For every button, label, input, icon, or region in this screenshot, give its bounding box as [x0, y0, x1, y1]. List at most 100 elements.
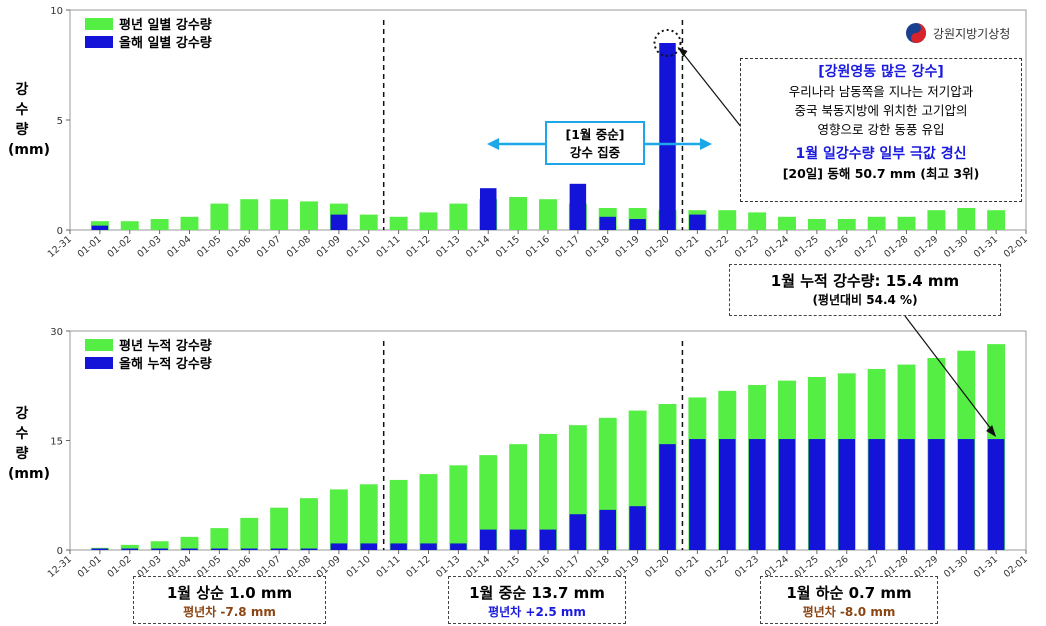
normal-bar-01-15	[509, 197, 528, 230]
this-year-bar-01-15	[509, 529, 527, 550]
concentration-arrowhead-right	[700, 138, 712, 150]
x-tick-label-01-31: 01-31	[972, 234, 1000, 260]
peak-pointer-head	[677, 47, 688, 57]
x-tick-label-01-23: 01-23	[733, 554, 761, 580]
this-year-bar-01-29	[928, 439, 945, 550]
concentration-line2: 강수 집중	[569, 145, 621, 160]
x-tick-label-01-30: 01-30	[942, 234, 970, 260]
this-year-bar-01-20	[659, 43, 676, 230]
period-box-mid: 1월 중순 13.7 mm 평년차 +2.5 mm	[448, 576, 626, 624]
this-year-bar-01-16	[539, 529, 557, 550]
x-tick-label-01-12: 01-12	[404, 554, 432, 580]
this-year-bar-01-09	[330, 543, 348, 550]
normal-bar-01-10	[359, 484, 378, 550]
normal-bar-01-23	[748, 212, 767, 230]
normal-bar-01-04	[180, 536, 199, 550]
y-tick-label: 15	[50, 437, 63, 448]
this-year-bar-01-19	[629, 219, 646, 230]
this-year-bar-01-10	[360, 543, 377, 550]
cumulative-box: 1월 누적 강수량: 15.4 mm (평년대비 54.4 %)	[729, 264, 1001, 316]
x-tick-label-01-14: 01-14	[464, 234, 492, 260]
period-box-late: 1월 하순 0.7 mm 평년차 -8.0 mm	[760, 576, 938, 624]
bottom-y-axis-label: 강 수 량 (mm)	[8, 406, 50, 482]
this-year-bar-01-30	[958, 439, 975, 550]
x-tick-label-01-11: 01-11	[374, 554, 402, 580]
normal-bar-01-30	[957, 208, 976, 230]
normal-bar-01-12	[419, 212, 438, 230]
normal-bar-01-11	[389, 216, 408, 230]
x-tick-label-12-31: 12-31	[46, 234, 74, 260]
normal-bar-01-24	[778, 216, 796, 230]
x-tick-label-01-25: 01-25	[793, 234, 821, 260]
x-tick-label-02-01: 02-01	[1002, 234, 1030, 260]
this-year-bar-01-01	[91, 225, 109, 230]
legend-label-2: 올해 일별 강수량	[119, 35, 212, 51]
normal-bar-01-13	[449, 203, 468, 230]
x-tick-label-01-04: 01-04	[165, 234, 193, 260]
normal-bar-01-22	[718, 210, 737, 230]
y-tick-label: 30	[50, 327, 63, 338]
x-tick-label-01-20: 01-20	[643, 554, 671, 580]
this-year-bar-01-18	[599, 216, 616, 230]
x-tick-label-01-03: 01-03	[135, 234, 163, 260]
normal-bar-01-03	[150, 219, 169, 230]
this-year-bar-01-20	[659, 444, 676, 550]
normal-bar-01-15	[509, 444, 528, 550]
info-record: 1월 일강수량 일부 극값 경신	[795, 146, 967, 162]
x-tick-label-01-10: 01-10	[344, 234, 372, 260]
x-tick-label-01-19: 01-19	[613, 234, 641, 260]
period-early-diff: 평년차 -7.8 mm	[183, 605, 276, 619]
this-year-bar-01-18	[599, 509, 616, 550]
x-tick-label-01-12: 01-12	[404, 234, 432, 260]
this-year-bar-01-31	[987, 439, 1005, 550]
x-tick-label-01-17: 01-17	[554, 234, 582, 260]
this-year-bar-01-23	[748, 439, 766, 550]
info-line1: 우리나라 남동쪽을 지나는 저기압과	[788, 84, 974, 99]
info-line2: 중국 북동지방에 위치한 고기압의	[794, 103, 968, 118]
period-box-early: 1월 상순 1.0 mm 평년차 -7.8 mm	[133, 576, 326, 624]
peak-highlight	[653, 29, 682, 57]
top-y-axis-label: 강 수 량 (mm)	[8, 82, 50, 158]
cumulative-line1: 1월 누적 강수량: 15.4 mm	[770, 272, 960, 290]
x-tick-label-01-22: 01-22	[703, 554, 731, 580]
x-tick-label-01-02: 01-02	[105, 554, 133, 580]
x-tick-label-01-29: 01-29	[912, 234, 940, 260]
x-tick-label-01-20: 01-20	[643, 234, 671, 260]
x-tick-label-01-28: 01-28	[882, 234, 910, 260]
this-year-bar-01-04	[181, 548, 198, 550]
info-title: [강원영동 많은 강수]	[818, 64, 944, 80]
x-tick-label-01-15: 01-15	[494, 234, 522, 260]
info-line3: 영향으로 강한 동풍 유입	[817, 122, 945, 137]
y-tick-label: 5	[57, 116, 63, 127]
x-tick-label-01-31: 01-31	[972, 554, 1000, 580]
this-year-bar-01-26	[838, 439, 855, 550]
agency-name: 강원지방기상청	[933, 26, 1011, 41]
kma-logo-icon	[906, 23, 926, 43]
y-tick-label: 0	[57, 546, 63, 557]
normal-bar-01-08	[300, 498, 318, 550]
normal-bar-01-06	[240, 199, 259, 230]
peak-pointer-line	[679, 48, 743, 129]
x-tick-label-01-30: 01-30	[942, 554, 970, 580]
x-tick-label-01-06: 01-06	[225, 234, 253, 260]
this-year-bar-01-19	[629, 506, 646, 550]
period-mid-diff: 평년차 +2.5 mm	[488, 605, 586, 619]
legend-swatch-1	[85, 18, 113, 30]
legend-swatch-1	[85, 339, 113, 351]
cumulative-pointer-line	[904, 315, 995, 434]
x-tick-label-02-01: 02-01	[1002, 554, 1030, 580]
concentration-arrowhead-left	[487, 138, 499, 150]
this-year-bar-01-12	[420, 543, 437, 550]
x-tick-label-01-23: 01-23	[733, 234, 761, 260]
normal-bar-01-12	[419, 474, 438, 550]
normal-bar-01-28	[897, 216, 916, 230]
x-tick-label-01-27: 01-27	[852, 234, 880, 260]
y-tick-label: 10	[50, 6, 63, 17]
this-year-bar-01-01	[91, 548, 109, 550]
normal-bar-01-10	[359, 214, 378, 230]
normal-bar-01-07	[270, 199, 289, 230]
normal-bar-01-11	[389, 479, 408, 550]
this-year-bar-01-02	[121, 548, 138, 550]
x-tick-label-01-01: 01-01	[76, 554, 104, 580]
